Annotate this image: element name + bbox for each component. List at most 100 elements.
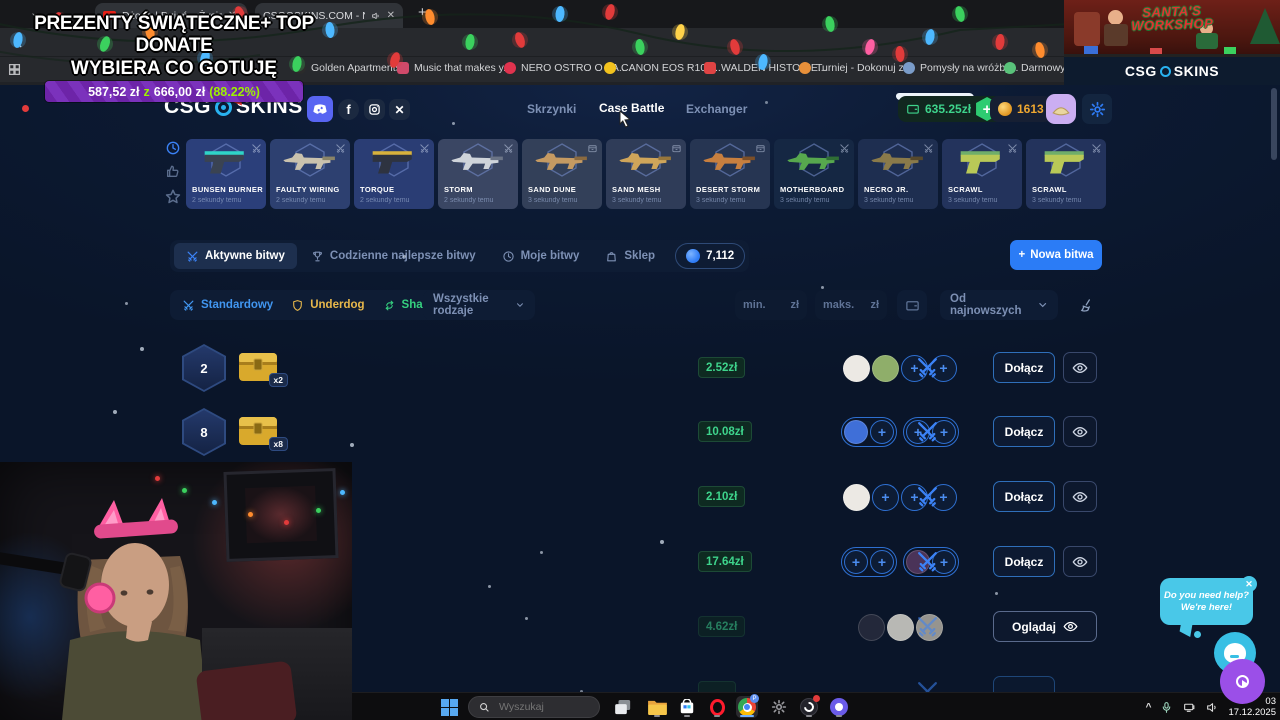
player-avatar[interactable] xyxy=(886,613,914,641)
player-count-hex: 2 xyxy=(182,344,226,392)
discord-icon[interactable] xyxy=(22,96,333,122)
taskbar-clock[interactable]: 03 17.12.2025 xyxy=(1228,696,1276,718)
player-avatar[interactable] xyxy=(843,354,870,382)
clear-filters-button[interactable] xyxy=(1072,290,1102,320)
mic-tray-icon[interactable] xyxy=(1160,701,1173,714)
file-explorer-icon[interactable] xyxy=(646,696,668,718)
mode-underdog-toggle[interactable]: Underdog xyxy=(291,299,365,312)
network-icon[interactable] xyxy=(1182,701,1196,714)
tab-my-battles[interactable]: Moje bitwy xyxy=(490,243,592,269)
sort-dropdown[interactable]: Od najnowszych xyxy=(940,290,1058,320)
tray-expand-icon[interactable]: ^ xyxy=(1145,701,1152,713)
join-battle-button[interactable]: Dołącz xyxy=(993,416,1055,447)
tab-audio-icon[interactable] xyxy=(371,11,381,21)
coin-balance[interactable]: 1613 xyxy=(990,96,1052,122)
start-button[interactable] xyxy=(438,696,460,718)
case-card[interactable]: TORQUE 2 sekundy temu xyxy=(354,139,434,209)
discord-icon-taskbar[interactable] xyxy=(828,696,850,718)
case-card[interactable]: NECRO JR. 3 sekundy temu xyxy=(858,139,938,209)
wallet-icon xyxy=(906,102,920,116)
join-battle-button[interactable]: Dołącz xyxy=(993,546,1055,577)
search-input[interactable] xyxy=(497,700,587,714)
chrome-icon-active[interactable]: P xyxy=(736,694,759,718)
bookmark[interactable]: Darmowy te xyxy=(1004,62,1077,74)
battle-players: + + + xyxy=(750,417,1050,447)
opera-icon[interactable] xyxy=(706,696,728,718)
watch-battle-button[interactable] xyxy=(1063,352,1097,383)
close-tab-icon[interactable]: ✕ xyxy=(386,10,395,21)
price-filter-button[interactable] xyxy=(897,290,927,320)
case-card[interactable]: SCRAWL 3 sekundy temu xyxy=(1026,139,1106,209)
help-chat-bubble[interactable]: Do you need help? We're here! xyxy=(1160,578,1253,625)
close-help-icon[interactable]: ✕ xyxy=(1241,576,1257,592)
team-slot: + xyxy=(841,417,897,447)
empty-slot-button[interactable]: + xyxy=(870,420,894,444)
bookmark[interactable]: Music that makes y... xyxy=(397,62,512,74)
tab-search-chevron[interactable]: ⌄ xyxy=(30,7,40,19)
page-scrollbar[interactable] xyxy=(1271,88,1277,160)
player-avatar[interactable] xyxy=(844,420,868,444)
case-card[interactable]: SAND MESH 3 sekundy temu xyxy=(606,139,686,209)
promo-banner[interactable]: SANTA'S WORKSHOP CSG SKINS xyxy=(1064,0,1280,85)
instagram-icon[interactable] xyxy=(364,99,385,120)
tab-shop[interactable]: Sklep xyxy=(593,243,667,269)
new-battle-button[interactable]: + Nowa bitwa xyxy=(1010,240,1102,270)
x-twitter-icon[interactable]: ✕ xyxy=(389,99,410,120)
new-tab-button[interactable]: + xyxy=(418,4,427,21)
stream-widget-play-button[interactable] xyxy=(1220,659,1265,704)
settings-button[interactable] xyxy=(1082,94,1112,124)
nav-case-battle[interactable]: Case Battle xyxy=(599,101,665,115)
bookmark[interactable]: CANON EOS R100... xyxy=(604,62,721,74)
watch-battle-button[interactable] xyxy=(1063,546,1097,577)
volume-icon[interactable] xyxy=(1205,701,1219,714)
case-card[interactable]: FAULTY WIRING 2 sekundy temu xyxy=(270,139,350,209)
bookmark[interactable]: Pomysły na wróżby... xyxy=(903,62,1018,74)
settings-icon[interactable] xyxy=(768,696,790,718)
mode-standard-toggle[interactable]: Standardowy xyxy=(182,299,273,312)
task-view-button[interactable] xyxy=(612,696,634,718)
join-battle-button[interactable]: Dołącz xyxy=(993,481,1055,512)
case-card[interactable]: MOTHERBOARD 3 sekundy temu xyxy=(774,139,854,209)
join-battle-button[interactable]: Dołącz xyxy=(993,352,1055,383)
empty-slot-button[interactable]: + xyxy=(932,420,956,444)
facebook-icon[interactable]: f xyxy=(338,99,359,120)
player-avatar[interactable] xyxy=(843,483,870,511)
bookmark[interactable]: NERO OSTRO O PA... xyxy=(504,62,628,74)
case-card[interactable]: SCRAWL 3 sekundy temu xyxy=(942,139,1022,209)
nav-exchanger[interactable]: Exchanger xyxy=(686,102,748,116)
nav-skrzynki[interactable]: Skrzynki xyxy=(527,102,577,116)
mode-filter-group: Standardowy Underdog Shared xyxy=(170,290,453,320)
player-avatar[interactable] xyxy=(872,354,899,382)
watch-battle-button[interactable] xyxy=(1063,481,1097,512)
watch-battle-button[interactable]: Oglądaj xyxy=(993,611,1097,642)
max-price-input[interactable]: maks. zł xyxy=(815,290,887,320)
case-card[interactable]: BUNSEN BURNER 2 sekundy temu xyxy=(186,139,266,209)
empty-slot-button[interactable]: + xyxy=(870,550,894,574)
microsoft-store-icon[interactable] xyxy=(676,696,698,718)
type-filter-dropdown[interactable]: Wszystkie rodzaje xyxy=(423,290,535,320)
favorites-filter-icon[interactable] xyxy=(164,188,182,206)
apps-grid-icon[interactable] xyxy=(8,63,21,76)
watch-battle-button[interactable] xyxy=(1063,416,1097,447)
empty-slot-button[interactable]: + xyxy=(872,483,899,511)
battle-corner-icon xyxy=(419,143,430,154)
pierogi-event-button[interactable] xyxy=(1046,94,1076,124)
tab-active-battles[interactable]: Aktywne bitwy xyxy=(174,243,297,269)
obs-icon[interactable] xyxy=(798,695,820,718)
empty-slot-button[interactable]: + xyxy=(844,550,868,574)
recent-filter-icon[interactable] xyxy=(165,140,181,156)
case-card[interactable]: DESERT STORM 3 sekundy temu xyxy=(690,139,770,209)
case-card[interactable]: SAND DUNE 3 sekundy temu xyxy=(522,139,602,209)
bookmark[interactable]: Turniej - Dokonuj z... xyxy=(799,62,912,74)
case-card[interactable]: STORM 2 sekundy temu xyxy=(438,139,518,209)
taskbar-search[interactable] xyxy=(468,696,600,718)
tab-daily-best-battles[interactable]: Codzienne najlepsze bitwy xyxy=(299,243,488,269)
empty-slot-button[interactable]: + xyxy=(901,483,928,511)
donation-progress-bar: 587,52 zł z 666,00 zł (88.22%) xyxy=(45,81,303,102)
min-price-input[interactable]: min. zł xyxy=(735,290,807,320)
battle-corner-icon xyxy=(839,143,850,154)
empty-slot-button[interactable]: + xyxy=(901,354,928,382)
likes-filter-icon[interactable] xyxy=(165,163,181,179)
player-avatar[interactable] xyxy=(857,613,885,641)
obs-recording-badge xyxy=(813,695,820,702)
